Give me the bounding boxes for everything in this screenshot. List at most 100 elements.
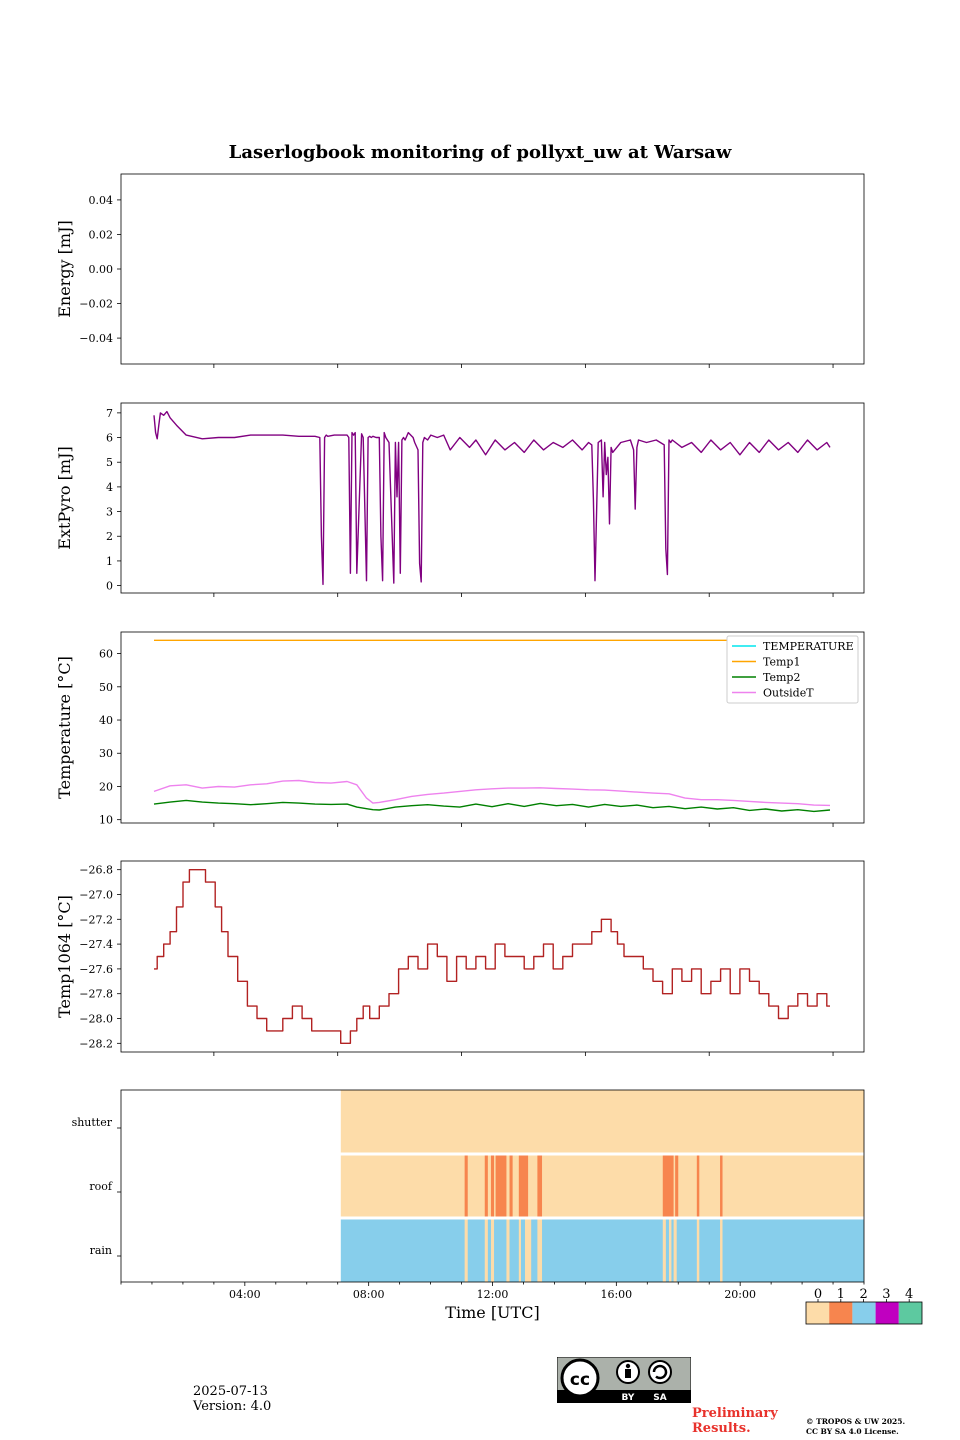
colorbar-swatch [806,1302,830,1324]
y-tick-label: −0.04 [79,332,113,345]
y-tick-label: −28.0 [79,1013,113,1026]
y-tick-label: 0.00 [89,263,114,276]
y-tick-label: −26.8 [79,864,113,877]
y-tick-label: −0.02 [79,298,113,311]
y-tick-label: 7 [106,407,113,420]
flag-segment [340,1155,864,1217]
y-tick-label: −27.6 [79,963,113,976]
x-tick-label: 16:00 [600,1288,632,1301]
axes-frame [120,402,865,594]
y-tick-label: 1 [106,555,113,568]
y-tick-label: 60 [99,648,113,661]
flag-segment [509,1155,513,1217]
colorbar-label: 3 [882,1287,890,1302]
x-tick-label: 20:00 [724,1288,756,1301]
flag-segment [720,1219,723,1282]
flag-segment [662,1155,674,1217]
y-axis-label: Temp1064 [°C] [55,895,74,1018]
cc-by-label: BY [622,1393,635,1403]
series-line-temp2 [153,799,831,813]
x-axis-label: Time [UTC] [445,1303,539,1322]
preliminary-line2: Results. [692,1421,751,1436]
y-axis-label: ExtPyro [mJ] [55,446,74,549]
series-line-outsidet [153,779,831,807]
y-tick-label: 0.04 [89,194,114,207]
y-tick-label: 0 [106,580,113,593]
row-label: roof [89,1180,113,1193]
copyright-line1: © TROPOS & UW 2025. [806,1417,906,1426]
legend-label: OutsideT [763,687,814,700]
colorbar-label: 0 [814,1287,822,1302]
y-tick-label: 30 [99,747,113,760]
flag-segment [675,1155,679,1217]
flag-segment [464,1219,468,1282]
row-label: shutter [72,1116,113,1129]
colorbar-label: 4 [905,1287,913,1302]
cc-sa-label: SA [653,1393,666,1403]
legend: TEMPERATURE Temp1 Temp2 OutsideT [726,635,859,704]
y-tick-label: 5 [106,456,113,469]
svg-text:cc: cc [570,1370,590,1390]
cc-logo-icon: cc BY SA [556,1356,692,1404]
y-tick-label: −27.8 [79,988,113,1001]
flag-segment [518,1155,529,1217]
legend-label: Temp2 [763,671,800,684]
flag-segment [340,1090,864,1153]
legend-box [726,635,859,704]
flag-segment [696,1219,700,1282]
footer-info: 2025-07-13 Version: 4.0 [193,1384,271,1414]
y-axis-label: Energy [mJ] [55,220,74,318]
flag-segment [720,1155,723,1217]
series-line-temp1064 [154,869,830,1044]
y-axis-label: Temperature [°C] [55,656,74,799]
copyright-note: © TROPOS & UW 2025. CC BY SA 4.0 License… [806,1417,905,1437]
flag-segment [518,1219,521,1282]
flag-segment [484,1219,488,1282]
x-tick-label: 04:00 [229,1288,261,1301]
legend-label: TEMPERATURE [763,640,854,653]
preliminary-note: Preliminary Results. [692,1406,778,1436]
axes-frame [120,860,865,1053]
y-tick-label: 3 [106,506,113,519]
y-tick-label: −27.0 [79,888,113,901]
y-tick-label: 6 [106,432,113,445]
flag-segment [673,1219,677,1282]
colorbar-swatch [852,1302,876,1324]
y-tick-label: −28.2 [79,1037,113,1050]
flag-segment [668,1219,672,1282]
copyright-line2: CC BY SA 4.0 License. [806,1427,899,1436]
flag-segment [696,1155,700,1217]
colorbar-frame [805,1301,923,1325]
y-tick-label: 4 [106,481,113,494]
axes-frame [120,173,865,365]
flag-segment [340,1219,864,1282]
row-label: rain [90,1244,112,1257]
flag-segment [495,1155,507,1217]
colorbar-label: 1 [837,1287,845,1302]
flag-segment [464,1155,468,1217]
legend-label: Temp1 [763,656,800,669]
flag-segment [506,1219,510,1282]
colorbar-label: 2 [859,1287,867,1302]
panel-flags: shutter roof rain 04:00 08:00 12:00 16:00 20:00… [72,1089,865,1322]
flag-segment [490,1155,495,1217]
colorbar-swatch [898,1302,922,1324]
colorbar-swatch [875,1302,899,1324]
flag-segment [662,1219,666,1282]
chart-title: Laserlogbook monitoring of pollyxt_uw at… [229,142,732,163]
flag-segment [537,1219,543,1282]
y-tick-label: −27.4 [79,938,113,951]
panel-energy: −0.04 −0.02 0.00 0.02 0.04 Energy [mJ] [55,173,865,368]
x-tick-label: 08:00 [353,1288,385,1301]
footer-date: 2025-07-13 [193,1384,268,1399]
series-line-extpyro [153,410,831,586]
y-tick-label: 20 [99,780,113,793]
y-tick-label: 50 [99,681,113,694]
y-tick-label: 2 [106,530,113,543]
flag-segment [490,1219,495,1282]
cc-by-sa-badge: cc BY SA [556,1356,692,1404]
